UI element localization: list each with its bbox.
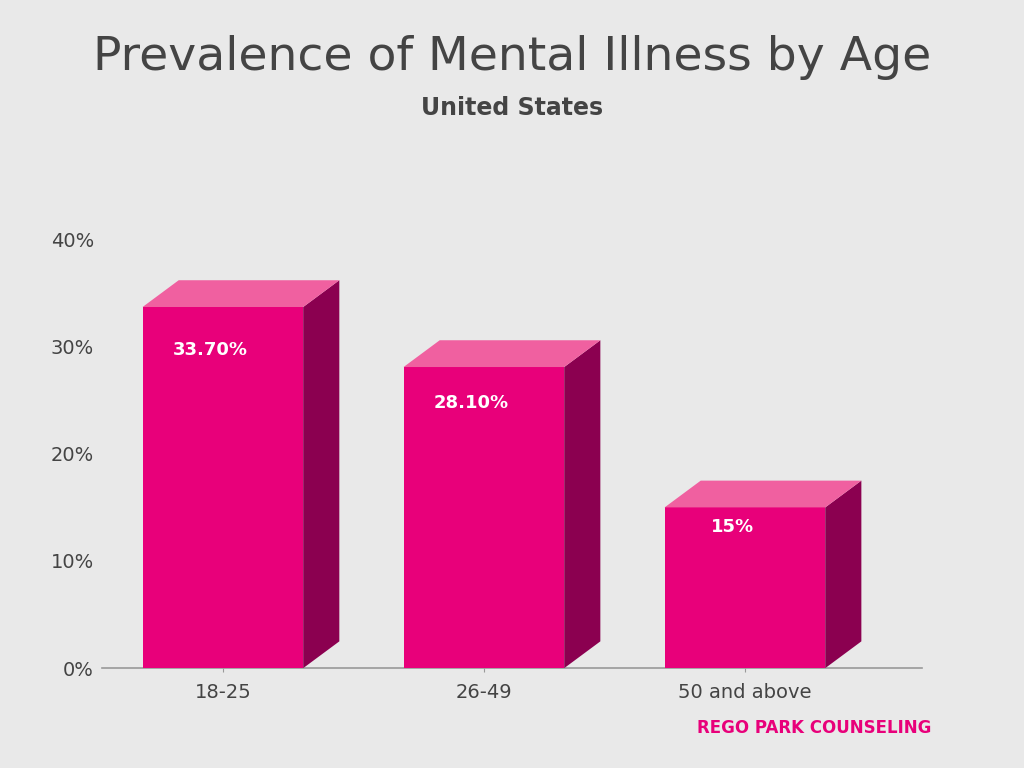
Text: REGO PARK COUNSELING: REGO PARK COUNSELING — [697, 720, 932, 737]
Polygon shape — [403, 340, 600, 367]
Polygon shape — [665, 481, 861, 508]
Text: Prevalence of Mental Illness by Age: Prevalence of Mental Illness by Age — [93, 35, 931, 80]
Text: 15%: 15% — [711, 518, 754, 536]
Polygon shape — [564, 340, 600, 668]
Polygon shape — [142, 307, 303, 668]
Text: 33.70%: 33.70% — [172, 341, 248, 359]
Polygon shape — [665, 508, 825, 668]
Text: 28.10%: 28.10% — [433, 394, 509, 412]
Polygon shape — [142, 280, 339, 307]
Polygon shape — [303, 280, 339, 668]
Text: United States: United States — [421, 96, 603, 120]
Polygon shape — [403, 367, 564, 668]
Polygon shape — [825, 481, 861, 668]
